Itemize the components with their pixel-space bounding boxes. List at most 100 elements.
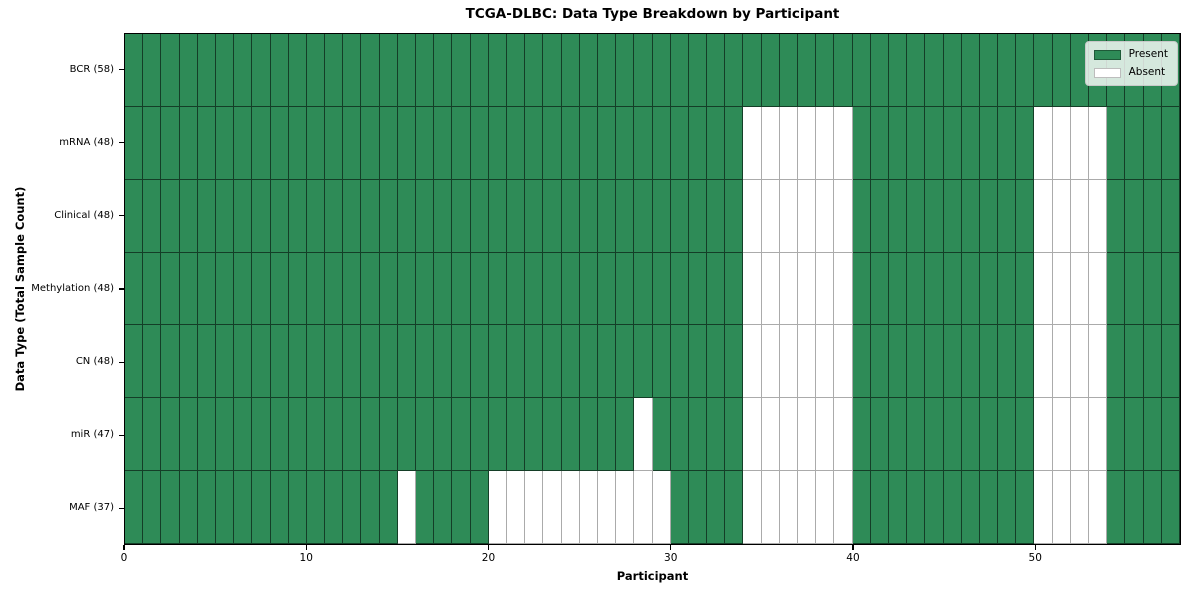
y-tick-mark <box>119 142 124 144</box>
matrix-cell <box>1016 325 1035 399</box>
matrix-cell <box>798 106 817 180</box>
matrix-cell <box>707 398 726 472</box>
matrix-cell <box>234 34 253 107</box>
matrix-cell <box>579 398 598 472</box>
matrix-cell <box>161 179 180 253</box>
matrix-cell <box>306 471 326 544</box>
matrix-cell <box>452 34 471 107</box>
matrix-cell <box>1034 179 1053 253</box>
matrix-cell <box>1052 398 1071 472</box>
matrix-cell <box>634 325 653 399</box>
matrix-cell <box>525 398 544 472</box>
y-tick-mark <box>119 288 124 290</box>
matrix-cell <box>870 325 889 399</box>
matrix-cell <box>215 471 235 544</box>
matrix-cell <box>979 398 999 472</box>
matrix-cell <box>288 398 307 472</box>
matrix-cell <box>998 179 1017 253</box>
matrix-cell <box>125 325 144 399</box>
matrix-cell <box>943 325 962 399</box>
matrix-cell <box>979 106 999 180</box>
matrix-cell <box>888 34 908 107</box>
matrix-cell <box>1161 398 1180 472</box>
matrix-cell <box>179 106 198 180</box>
matrix-cell <box>525 179 544 253</box>
matrix-cell <box>434 398 453 472</box>
matrix-cell <box>616 471 635 544</box>
matrix-cell <box>452 252 471 326</box>
x-tick-label: 20 <box>481 552 496 564</box>
y-tick-mark <box>119 434 124 436</box>
matrix-cell <box>707 325 726 399</box>
matrix-cell <box>397 325 417 399</box>
matrix-cell <box>725 325 744 399</box>
matrix-cell <box>943 34 962 107</box>
matrix-cell <box>979 471 999 544</box>
x-tick-label: 10 <box>299 552 313 564</box>
matrix-cell <box>870 398 889 472</box>
matrix-cell <box>325 34 344 107</box>
matrix-cell <box>488 34 507 107</box>
matrix-cell <box>452 179 471 253</box>
matrix-cell <box>616 325 635 399</box>
matrix-cell <box>434 106 453 180</box>
matrix-cell <box>816 252 835 326</box>
matrix-cell <box>907 106 926 180</box>
matrix-cell <box>597 252 617 326</box>
matrix-cell <box>998 106 1017 180</box>
matrix-cell <box>597 398 617 472</box>
x-tick-mark <box>305 545 307 550</box>
matrix-cell <box>816 325 835 399</box>
matrix-cell <box>1070 398 1090 472</box>
matrix-cell <box>907 325 926 399</box>
matrix-cell <box>525 471 544 544</box>
matrix-cell <box>961 398 980 472</box>
matrix-cell <box>779 471 799 544</box>
matrix-cell <box>1034 325 1053 399</box>
matrix-cell <box>816 106 835 180</box>
matrix-cell <box>470 325 489 399</box>
matrix-cell <box>652 252 671 326</box>
matrix-cell <box>1016 252 1035 326</box>
matrix-cell <box>1016 398 1035 472</box>
matrix-cell <box>215 106 235 180</box>
matrix-cell <box>579 325 598 399</box>
matrix-cell <box>379 106 398 180</box>
matrix-cell <box>834 252 853 326</box>
y-tick-label: miR (47) <box>70 429 114 441</box>
matrix-cell <box>270 179 289 253</box>
matrix-cell <box>234 179 253 253</box>
matrix-cell <box>852 34 871 107</box>
matrix-cell <box>870 471 889 544</box>
matrix-cell <box>597 179 617 253</box>
matrix-cell <box>434 471 453 544</box>
matrix-cell <box>634 106 653 180</box>
matrix-cell <box>688 179 708 253</box>
matrix-cell <box>143 106 162 180</box>
matrix-cell <box>779 179 799 253</box>
matrix-cell <box>325 325 344 399</box>
matrix-cell <box>1089 179 1108 253</box>
matrix-cell <box>652 106 671 180</box>
matrix-cell <box>670 398 689 472</box>
matrix-cell <box>998 471 1017 544</box>
matrix-cell <box>852 325 871 399</box>
matrix-cell <box>1070 106 1090 180</box>
matrix-cell <box>834 179 853 253</box>
matrix-cell <box>779 106 799 180</box>
matrix-cell <box>452 398 471 472</box>
matrix-cell <box>306 252 326 326</box>
matrix-cell <box>161 34 180 107</box>
matrix-cell <box>761 471 780 544</box>
matrix-cell <box>143 34 162 107</box>
matrix-cell <box>125 34 144 107</box>
matrix-cell <box>1125 252 1144 326</box>
matrix-cell <box>688 34 708 107</box>
matrix-cell <box>252 34 271 107</box>
matrix-cell <box>579 106 598 180</box>
matrix-cell <box>634 179 653 253</box>
matrix-cell <box>597 471 617 544</box>
matrix-cell <box>743 325 762 399</box>
matrix-cell <box>125 398 144 472</box>
x-tick-mark <box>1034 545 1036 550</box>
